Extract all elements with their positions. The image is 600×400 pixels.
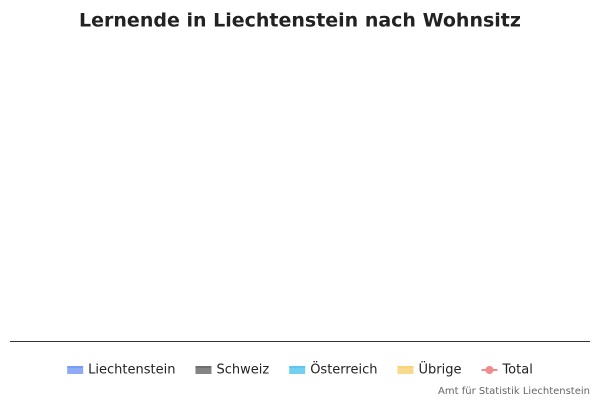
legend-item: Österreich [289, 361, 377, 378]
legend-symbol [195, 367, 212, 374]
chart-title: Lernende in Liechtenstein nach Wohnsitz [79, 10, 521, 32]
legend-symbol [289, 367, 306, 374]
credit: Amt für Statistik Liechtenstein [438, 386, 590, 397]
legend: Liechtenstein Schweiz Österreich Übrige Tota… [67, 361, 533, 378]
legend-label: Übrige [418, 361, 461, 378]
legend-label: Österreich [310, 361, 377, 378]
legend-item: Liechtenstein [67, 363, 175, 378]
legend-symbol [397, 367, 414, 374]
legend-item: Übrige [397, 361, 461, 378]
legend-item: Total [481, 363, 533, 378]
legend-symbol [67, 367, 84, 374]
legend-label: Liechtenstein [88, 363, 175, 378]
legend-label: Total [501, 363, 532, 378]
legend-label: Schweiz [216, 363, 269, 378]
legend-symbol [485, 366, 494, 374]
legend-item: Schweiz [195, 363, 269, 378]
